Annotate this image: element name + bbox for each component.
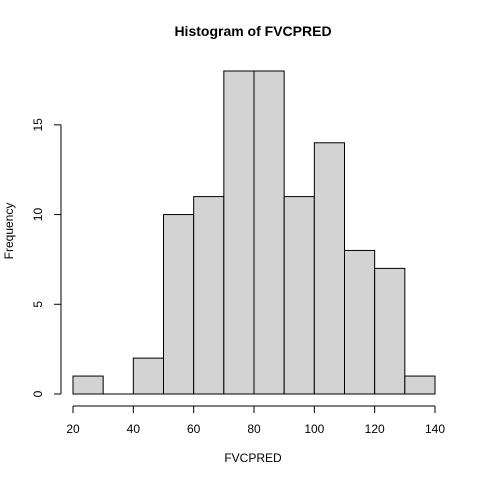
y-tick-label-10: 10 — [31, 208, 45, 222]
chart-title: Histogram of FVCPRED — [174, 23, 331, 39]
x-axis-label: FVCPRED — [224, 451, 282, 465]
histogram-bar-4 — [193, 196, 225, 395]
histogram-bar-0 — [72, 375, 104, 395]
histogram-bar-11 — [404, 375, 436, 395]
histogram-bar-10 — [374, 267, 406, 395]
histogram-bar-6 — [253, 70, 285, 395]
x-axis: 20 40 60 80 100 120 140 — [66, 405, 445, 436]
histogram-bar-5 — [223, 70, 255, 395]
y-tick-label-0: 0 — [31, 390, 45, 397]
histogram-bar-2 — [132, 357, 164, 395]
y-axis-label: Frequency — [2, 203, 16, 260]
histogram-bar-3 — [163, 214, 195, 395]
histogram-bar-7 — [283, 196, 315, 395]
y-axis: 0 5 10 15 — [31, 118, 62, 397]
y-tick-label-5: 5 — [31, 301, 45, 308]
histogram-bar-8 — [313, 142, 346, 395]
x-tick-label-80: 80 — [247, 422, 261, 436]
x-tick-label-100: 100 — [304, 422, 324, 436]
y-tick-label-15: 15 — [31, 118, 45, 132]
histogram-bar-9 — [344, 249, 376, 395]
bars-group — [72, 70, 436, 395]
x-tick-label-20: 20 — [66, 422, 80, 436]
x-tick-label-120: 120 — [365, 422, 385, 436]
x-tick-label-60: 60 — [187, 422, 201, 436]
x-tick-label-40: 40 — [127, 422, 141, 436]
x-tick-label-140: 140 — [425, 422, 445, 436]
